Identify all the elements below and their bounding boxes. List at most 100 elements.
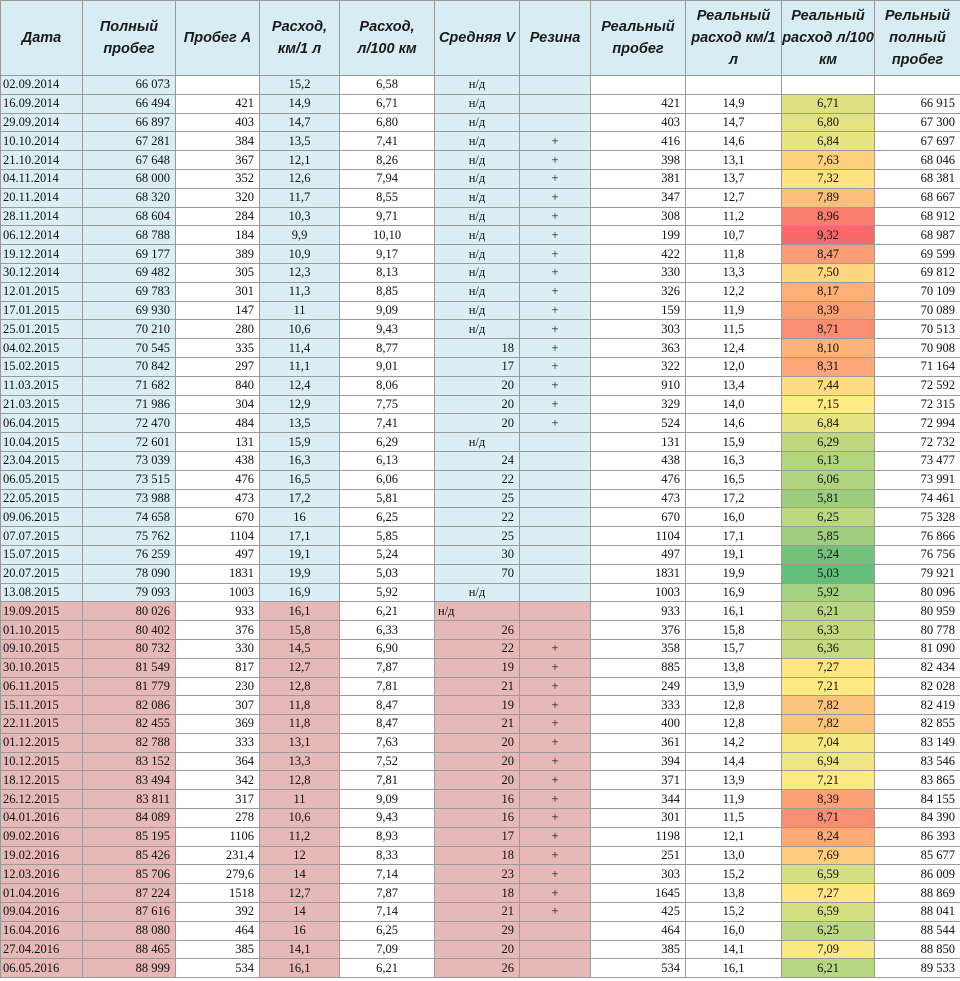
cell-avg-speed: 30 [434,544,520,565]
cell-real-full-mileage: 84 390 [874,808,960,828]
cell-avg-speed: н/д [434,262,520,283]
cell-full-mileage: 69 783 [82,281,176,302]
cell-rate-l-per-100km: 6,80 [339,112,435,133]
cell-avg-speed: 17 [434,356,520,377]
table-row: 12.03.2016 85 706 279,6 14 7,14 23 +303 15,2 6,5… [0,864,960,885]
cell-mileage-a: 1003 [175,582,260,603]
cell-tires [519,958,591,979]
cell-rate-km-per-l: 12,7 [259,883,340,904]
cell-real-mileage: 322 [590,356,686,377]
cell-real-full-mileage: 66 915 [874,93,960,114]
cell-avg-speed: 21 [434,714,520,734]
cell-tires: + [519,676,591,697]
table-row: 21.10.2014 67 648 367 12,1 8,26 н/д +398 13,1 7,… [0,150,960,170]
cell-mileage-a: 147 [175,300,260,321]
cell-real-mileage: 303 [590,319,686,340]
cell-date: 22.11.2015 [0,714,83,734]
cell-date: 29.09.2014 [0,112,83,133]
cell-full-mileage: 80 402 [82,620,176,640]
cell-mileage-a: 364 [175,751,260,772]
cell-tires [519,450,591,471]
table-row: 06.05.2015 73 515 476 16,5 6,06 22 476 16,5 6,06… [0,469,960,490]
cell-avg-speed: н/д [434,300,520,321]
cell-tires: + [519,902,591,922]
cell-real-mileage: 301 [590,808,686,828]
cell-rate-l-per-100km: 8,85 [339,281,435,302]
cell-rate-l-per-100km: 7,52 [339,751,435,772]
cell-tires [519,620,591,640]
table-row: 06.11.2015 81 779 230 12,8 7,81 21 +249 13,9 7,2… [0,676,960,697]
cell-tires [519,920,591,941]
cell-rate-l-per-100km: 6,25 [339,507,435,528]
cell-full-mileage: 75 762 [82,526,176,546]
table-row: 04.11.2014 68 000 352 12,6 7,94 н/д +381 13,7 7,… [0,168,960,189]
cell-real-mileage: 303 [590,864,686,885]
cell-date: 17.01.2015 [0,300,83,321]
cell-full-mileage: 79 093 [82,582,176,603]
cell-real-full-mileage: 70 089 [874,300,960,321]
cell-real-rate-km-per-l: 12,0 [685,356,782,377]
cell-real-mileage: 347 [590,187,686,208]
table-row: 18.12.2015 83 494 342 12,8 7,81 20 +371 13,9 7,2… [0,770,960,791]
cell-real-rate-km-per-l: 14,6 [685,131,782,152]
cell-rate-l-per-100km: 6,13 [339,450,435,471]
cell-real-rate-l-per-100km: 8,71 [781,808,875,828]
cell-real-rate-km-per-l: 19,1 [685,544,782,565]
cell-rate-km-per-l: 11,8 [259,714,340,734]
cell-tires: + [519,300,591,321]
cell-tires: + [519,394,591,415]
cell-real-full-mileage: 76 756 [874,544,960,565]
table-row: 16.04.2016 88 080 464 16 6,25 29 464 16,0 6,25 88… [0,920,960,941]
cell-rate-l-per-100km: 7,41 [339,131,435,152]
cell-real-rate-km-per-l: 11,2 [685,206,782,227]
cell-real-rate-l-per-100km: 5,85 [781,526,875,546]
cell-full-mileage: 84 089 [82,808,176,828]
cell-rate-l-per-100km: 8,13 [339,262,435,283]
cell-rate-l-per-100km: 7,81 [339,770,435,791]
cell-avg-speed: 19 [434,695,520,716]
cell-mileage-a: 392 [175,902,260,922]
cell-full-mileage: 88 080 [82,920,176,941]
cell-tires [519,93,591,114]
table-row: 09.10.2015 80 732 330 14,5 6,90 22 +358 15,7 6,3… [0,638,960,659]
cell-rate-km-per-l: 13,3 [259,751,340,772]
cell-mileage-a: 367 [175,150,260,170]
cell-rate-km-per-l: 11,8 [259,695,340,716]
header-date: Дата [0,0,83,76]
cell-full-mileage: 66 073 [82,75,176,95]
cell-date: 21.03.2015 [0,394,83,415]
cell-real-mileage: 524 [590,413,686,434]
cell-real-full-mileage: 80 096 [874,582,960,603]
cell-rate-km-per-l: 12 [259,845,340,866]
cell-avg-speed: 22 [434,469,520,490]
cell-real-rate-km-per-l: 12,7 [685,187,782,208]
cell-date: 06.11.2015 [0,676,83,697]
cell-date: 06.05.2015 [0,469,83,490]
cell-mileage-a: 464 [175,920,260,941]
cell-tires [519,582,591,603]
cell-tires [519,112,591,133]
cell-real-full-mileage: 76 866 [874,526,960,546]
header-real-mileage: Реальный пробег [590,0,686,76]
cell-rate-l-per-100km: 6,58 [339,75,435,95]
cell-real-rate-km-per-l: 17,1 [685,526,782,546]
cell-real-full-mileage [874,75,960,95]
cell-tires: + [519,338,591,358]
cell-real-full-mileage: 72 732 [874,432,960,452]
cell-rate-l-per-100km: 9,09 [339,300,435,321]
cell-date: 30.10.2015 [0,657,83,678]
cell-date: 12.03.2016 [0,864,83,885]
cell-tires: + [519,262,591,283]
cell-rate-km-per-l: 14,1 [259,939,340,960]
cell-avg-speed: 20 [434,413,520,434]
cell-rate-l-per-100km: 7,14 [339,902,435,922]
cell-tires [519,488,591,509]
table-row: 10.12.2015 83 152 364 13,3 7,52 20 +394 14,4 6,9… [0,751,960,772]
cell-mileage-a: 1104 [175,526,260,546]
table-row: 10.10.2014 67 281 384 13,5 7,41 н/д +416 14,6 6,… [0,131,960,152]
table-row: 10.04.2015 72 601 131 15,9 6,29 н/д 131 15,9 6,2… [0,432,960,452]
cell-rate-km-per-l: 15,8 [259,620,340,640]
cell-real-rate-l-per-100km: 6,13 [781,450,875,471]
cell-date: 07.07.2015 [0,526,83,546]
table-row: 06.04.2015 72 470 484 13,5 7,41 20 +524 14,6 6,8… [0,413,960,434]
